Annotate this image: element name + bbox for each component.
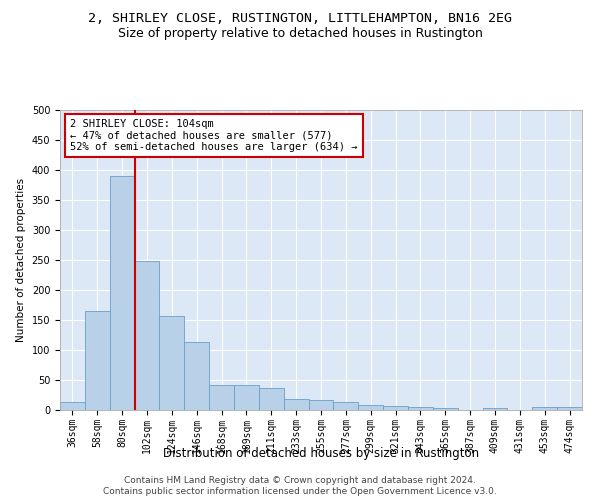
- Bar: [383, 406, 408, 410]
- Bar: [557, 407, 582, 410]
- Text: Size of property relative to detached houses in Rustington: Size of property relative to detached ho…: [118, 28, 482, 40]
- Text: Distribution of detached houses by size in Rustington: Distribution of detached houses by size …: [163, 448, 479, 460]
- Text: 2, SHIRLEY CLOSE, RUSTINGTON, LITTLEHAMPTON, BN16 2EG: 2, SHIRLEY CLOSE, RUSTINGTON, LITTLEHAMP…: [88, 12, 512, 26]
- Bar: [532, 407, 557, 410]
- Bar: [85, 311, 110, 410]
- Bar: [482, 408, 508, 410]
- Bar: [259, 388, 284, 410]
- Bar: [134, 261, 160, 410]
- Text: 2 SHIRLEY CLOSE: 104sqm
← 47% of detached houses are smaller (577)
52% of semi-d: 2 SHIRLEY CLOSE: 104sqm ← 47% of detache…: [70, 119, 358, 152]
- Bar: [308, 400, 334, 410]
- Bar: [184, 342, 209, 410]
- Bar: [334, 402, 358, 410]
- Bar: [209, 385, 234, 410]
- Bar: [110, 176, 134, 410]
- Bar: [408, 407, 433, 410]
- Bar: [60, 402, 85, 410]
- Bar: [234, 386, 259, 410]
- Bar: [160, 316, 184, 410]
- Bar: [284, 398, 308, 410]
- Bar: [358, 404, 383, 410]
- Text: Contains public sector information licensed under the Open Government Licence v3: Contains public sector information licen…: [103, 487, 497, 496]
- Y-axis label: Number of detached properties: Number of detached properties: [16, 178, 26, 342]
- Bar: [433, 408, 458, 410]
- Text: Contains HM Land Registry data © Crown copyright and database right 2024.: Contains HM Land Registry data © Crown c…: [124, 476, 476, 485]
